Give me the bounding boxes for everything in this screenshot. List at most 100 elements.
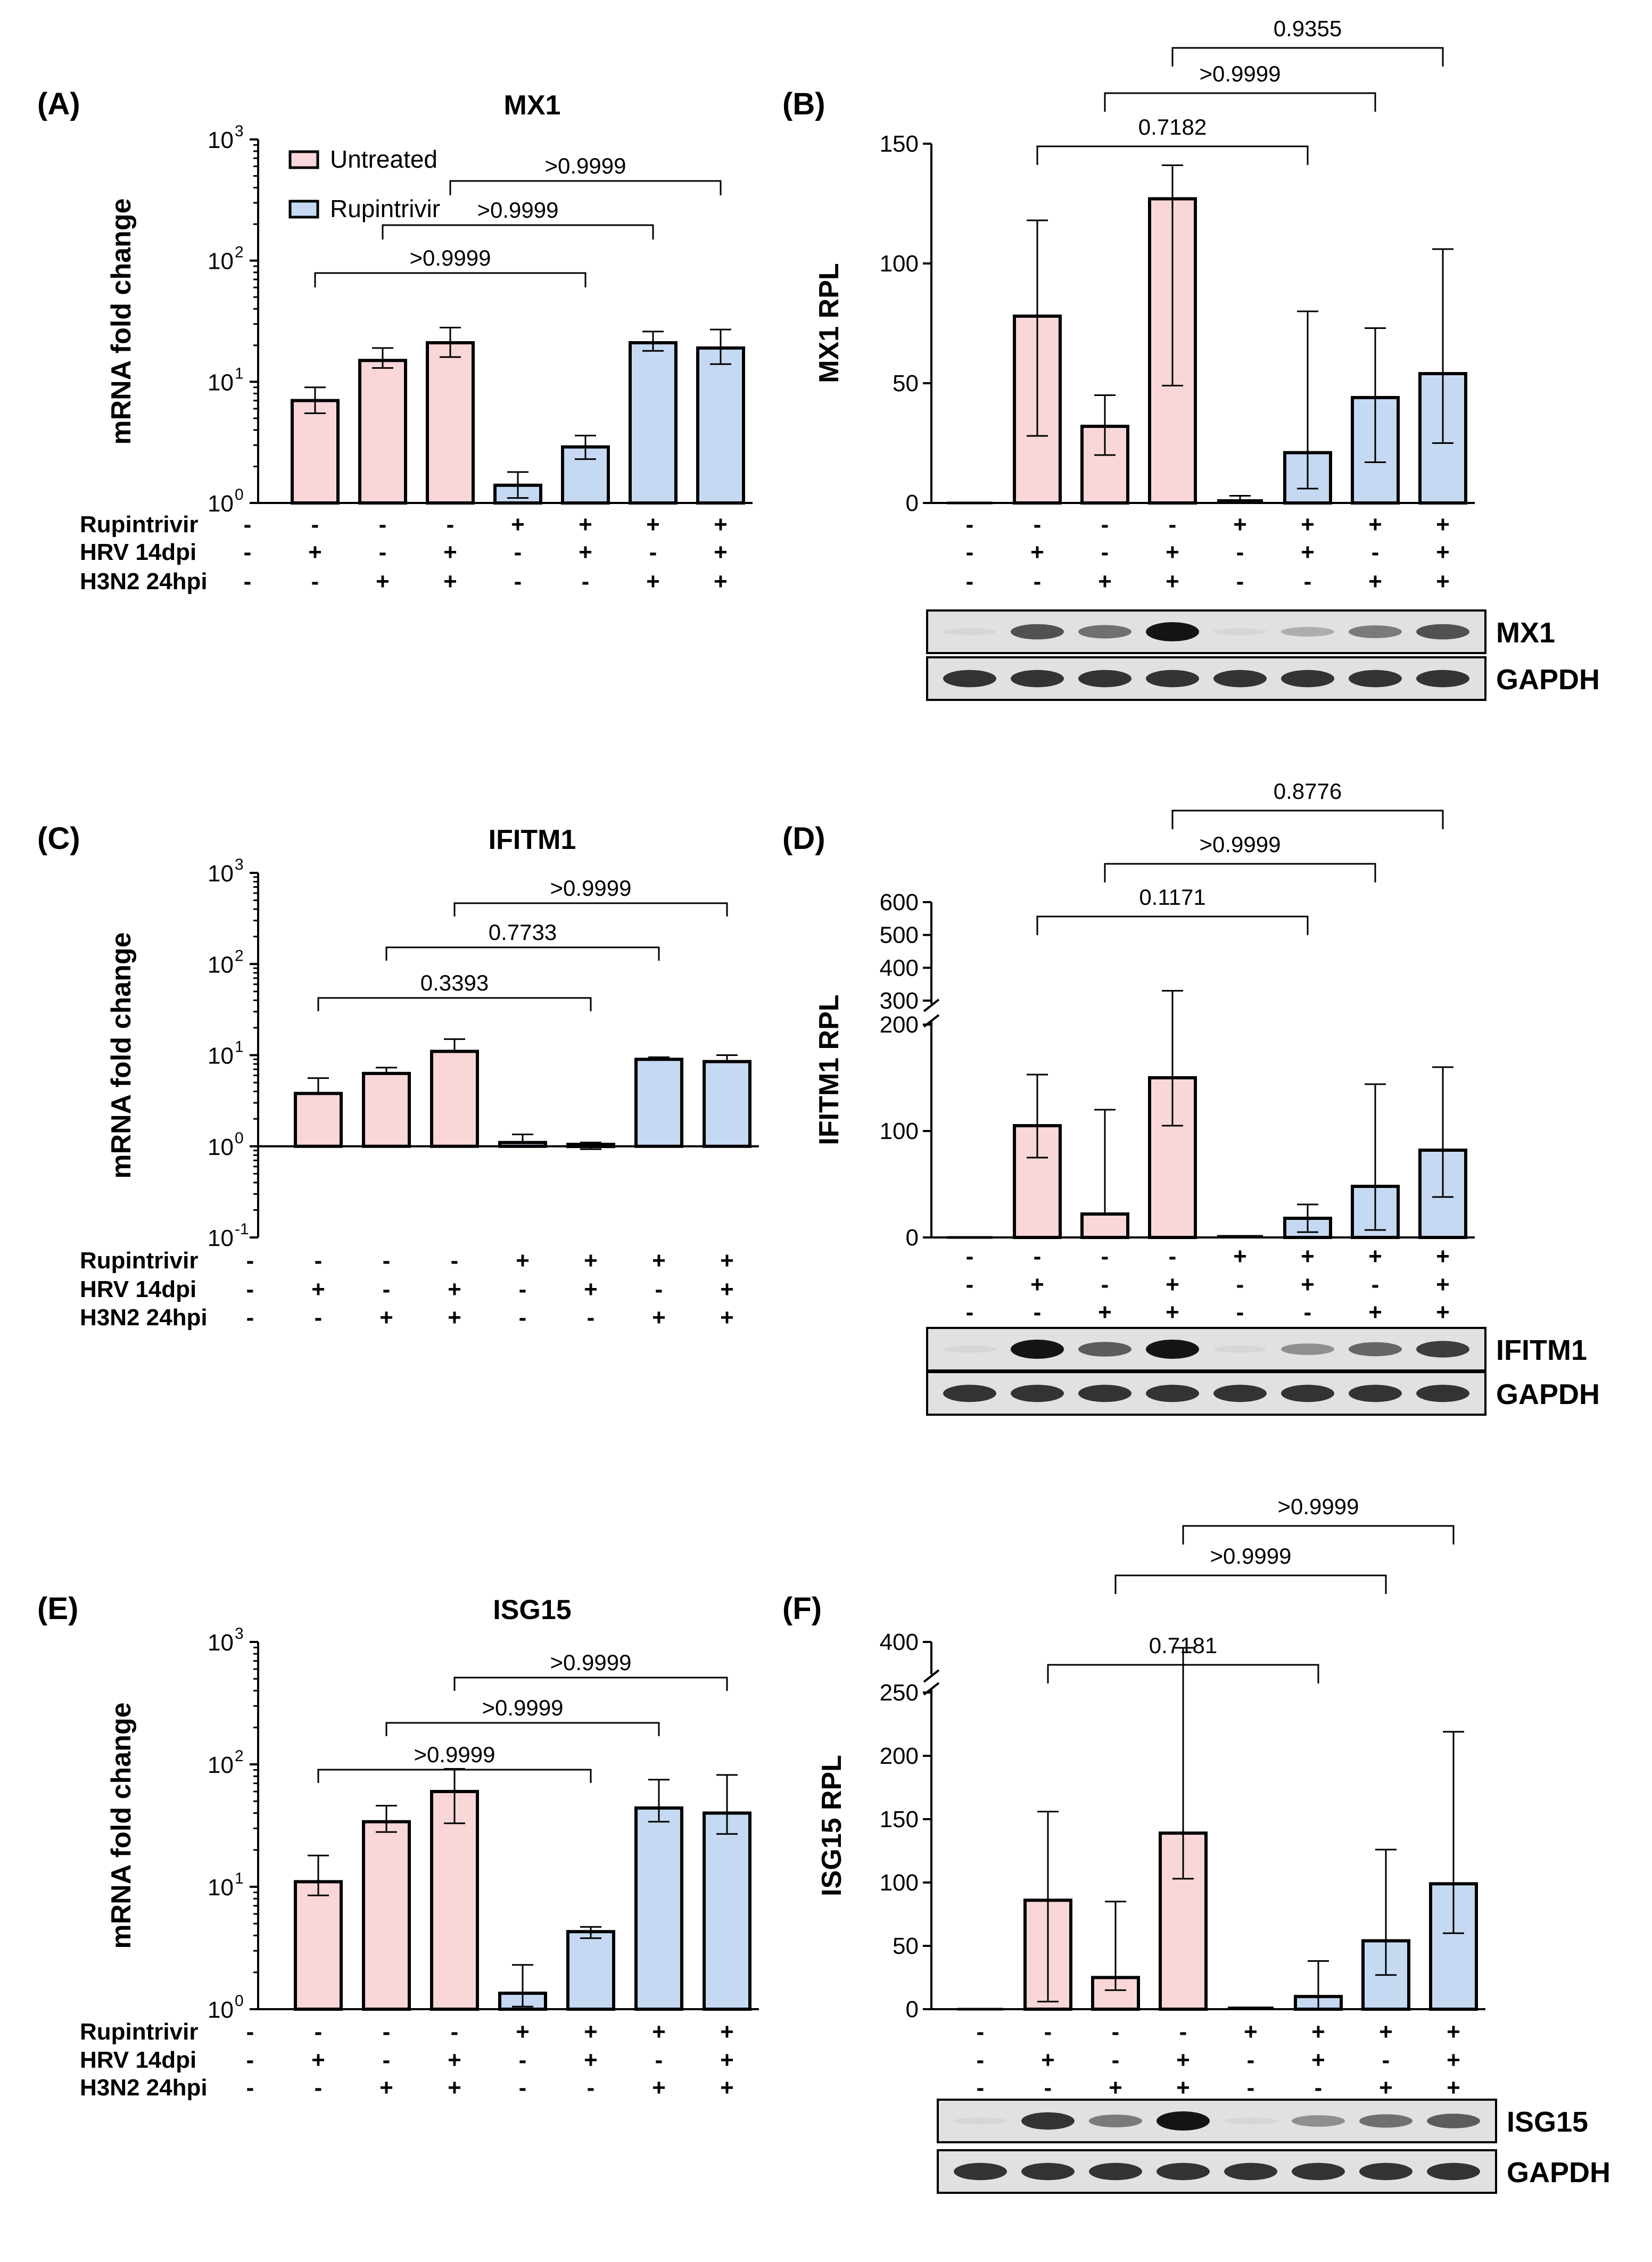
blot-band [1011, 1384, 1064, 1402]
condition-sign: - [1101, 539, 1109, 565]
condition-sign: - [587, 1305, 595, 1331]
comparison-bracket [1114, 1574, 1387, 1594]
p-value-label: 0.7733 [489, 920, 557, 945]
p-value-label: >0.9999 [1210, 1543, 1292, 1568]
condition-sign: - [1044, 2075, 1052, 2101]
comparison-bracket [382, 224, 654, 240]
blot-band [1021, 2112, 1075, 2130]
blot-band [1349, 1384, 1402, 1402]
condition-sign: + [1030, 1272, 1044, 1298]
condition-sign: - [587, 2075, 595, 2101]
condition-sign: + [448, 2075, 461, 2101]
blot-label: GAPDH [1496, 664, 1600, 696]
condition-row-label: Rupintrivir [80, 2019, 198, 2045]
y-tick-label: 10 [208, 861, 234, 887]
condition-sign: + [1301, 511, 1315, 538]
condition-sign: - [1034, 511, 1042, 538]
condition-sign: - [246, 2019, 254, 2045]
condition-sign: + [652, 1248, 666, 1274]
condition-sign: - [519, 1305, 527, 1331]
p-value-label: >0.9999 [482, 1695, 564, 1720]
blot-band [1078, 1342, 1131, 1357]
y-tick-label: 150 [880, 131, 919, 157]
bar [362, 1820, 411, 2011]
blot-band [1089, 2115, 1142, 2127]
blot-band [1146, 1340, 1199, 1359]
y-tick-label: 0 [906, 490, 919, 516]
blot-band [1213, 670, 1267, 688]
y-tick-label: 10 [208, 1134, 234, 1160]
condition-sign: + [720, 2019, 734, 2045]
condition-sign: - [246, 1276, 254, 1302]
condition-sign: - [1101, 511, 1109, 538]
condition-sign: - [977, 2075, 985, 2101]
comparison-bracket [449, 180, 722, 195]
condition-sign: - [1315, 2075, 1323, 2101]
blot-band [1078, 1384, 1131, 1402]
condition-sign: + [584, 2047, 598, 2073]
y-tick-label: 10 [208, 1225, 234, 1251]
y-tick-label: 10 [208, 127, 234, 153]
condition-sign: + [652, 2075, 666, 2101]
condition-sign: + [1098, 568, 1112, 595]
condition-sign: - [1382, 2047, 1390, 2073]
y-tick-exponent: 3 [235, 1625, 244, 1642]
condition-sign: + [720, 2047, 734, 2073]
blot-band [1011, 670, 1064, 688]
condition-sign: - [514, 568, 522, 595]
condition-sign: - [1247, 2075, 1255, 2101]
blot-band [1224, 2117, 1277, 2125]
condition-sign: - [379, 511, 387, 538]
panel-label: (A) [37, 87, 80, 121]
condition-sign: + [1436, 1272, 1450, 1298]
condition-sign: - [519, 1276, 527, 1302]
comparison-bracket [453, 902, 728, 917]
y-tick-label: 400 [880, 1629, 919, 1655]
bar [362, 1071, 411, 1148]
condition-sign: + [1166, 539, 1179, 565]
bar [430, 1790, 479, 2011]
condition-sign: + [1166, 1272, 1179, 1298]
legend-swatch-untreated [288, 150, 319, 169]
blot-band [1292, 2162, 1345, 2181]
blot-band [1089, 2162, 1142, 2181]
panel-label: (E) [37, 1591, 78, 1626]
legend-label-untreated: Untreated [330, 145, 437, 173]
condition-sign: - [1169, 1243, 1177, 1269]
condition-sign: - [451, 1248, 459, 1274]
y-axis-label: ISG15 RPL [816, 1755, 847, 1896]
y-tick-label: 10 [208, 369, 234, 395]
y-tick-exponent: 0 [235, 1992, 244, 2010]
condition-sign: - [311, 568, 319, 595]
comparison-bracket [317, 997, 592, 1011]
condition-sign: - [315, 1305, 323, 1331]
y-tick-exponent: 0 [235, 486, 244, 503]
condition-sign: + [1379, 2019, 1393, 2045]
y-tick-label: 50 [893, 370, 919, 397]
condition-sign: + [443, 568, 457, 595]
p-value-label: 0.1171 [1139, 885, 1205, 910]
blot-band [1349, 670, 1402, 688]
y-tick-label: 100 [880, 251, 919, 277]
comparison-bracket [1171, 810, 1444, 829]
condition-sign: + [516, 1248, 530, 1274]
blot-band [1416, 670, 1469, 688]
p-value-label: >0.9999 [550, 1650, 632, 1675]
condition-sign: - [649, 539, 657, 565]
condition-row-label: Rupintrivir [80, 1248, 198, 1274]
condition-sign: - [1101, 1243, 1109, 1269]
y-tick-label: 0 [906, 1225, 919, 1251]
condition-sign: - [1112, 2047, 1120, 2073]
bar [358, 359, 407, 505]
bar [430, 1050, 479, 1148]
condition-row-label: HRV 14dpi [80, 1276, 196, 1302]
p-value-label: >0.9999 [1200, 832, 1281, 857]
condition-sign: + [714, 568, 728, 595]
condition-sign: - [977, 2047, 985, 2073]
condition-sign: - [519, 2047, 527, 2073]
panel-label: (F) [782, 1591, 822, 1626]
y-tick-exponent: 2 [235, 1747, 244, 1765]
blot-band [1281, 627, 1334, 637]
condition-sign: + [646, 511, 660, 538]
